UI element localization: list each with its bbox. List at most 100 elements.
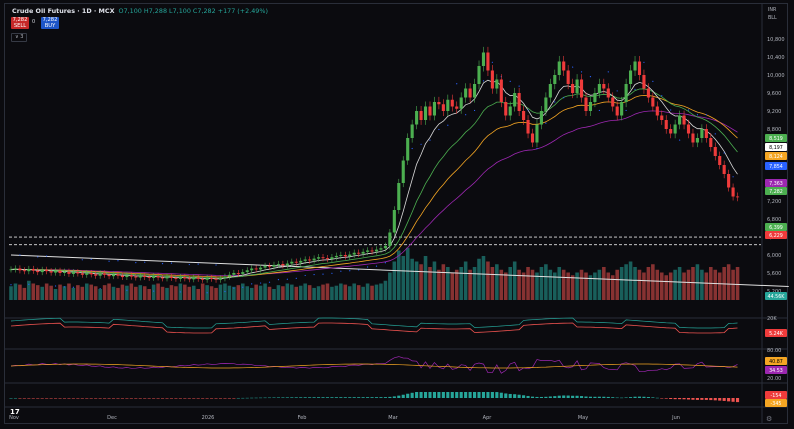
- candle-body: [334, 255, 338, 258]
- candle-body: [410, 124, 414, 138]
- psar-dot: [607, 71, 609, 73]
- candle-body: [357, 252, 361, 254]
- macd-histogram-bar: [22, 398, 26, 399]
- macd-histogram-bar: [58, 398, 62, 399]
- volume-bar: [347, 286, 352, 300]
- candle-body: [156, 276, 160, 278]
- macd-histogram-bar: [477, 392, 481, 398]
- macd-histogram-bar: [419, 392, 423, 398]
- ohlc-readout: O7,100 H7,288 L7,100 C7,282 +177 (+2.49%…: [118, 7, 268, 15]
- candle-body: [343, 255, 347, 257]
- unit-label[interactable]: BLL: [768, 16, 777, 21]
- psar-dot: [37, 256, 39, 258]
- x-tick-label: Mar: [388, 415, 398, 421]
- macd-histogram-bar: [227, 398, 231, 399]
- macd-histogram-bar: [281, 397, 285, 398]
- macd-histogram-bar: [259, 397, 263, 399]
- volume-bar: [272, 289, 276, 300]
- candle-body: [651, 97, 655, 107]
- volume-bar: [263, 283, 267, 300]
- psar-dot: [652, 80, 654, 82]
- volume-bar: [602, 267, 606, 300]
- sell-button[interactable]: 7,282 SELL: [11, 17, 29, 29]
- volume-bar: [392, 261, 397, 300]
- volume-bar: [664, 275, 669, 300]
- macd-histogram-bar: [450, 392, 454, 398]
- volume-bar: [290, 284, 294, 300]
- candle-body: [312, 258, 316, 261]
- currency-label[interactable]: INR: [768, 8, 777, 13]
- macd-histogram-bar: [147, 398, 151, 399]
- buy-button[interactable]: 7,282 BUY: [41, 17, 59, 29]
- candle-body: [254, 268, 258, 270]
- spread-value: 0: [32, 19, 36, 25]
- macd-histogram-bar: [223, 398, 227, 399]
- indicator3-badge: [765, 391, 787, 399]
- psar-dot: [420, 143, 422, 145]
- psar-dot: [518, 85, 520, 87]
- indicator2-signal-line: [10, 363, 738, 369]
- psar-dot: [144, 261, 146, 263]
- macd-histogram-bar: [495, 392, 499, 398]
- candle-body: [379, 248, 383, 250]
- psar-dot: [188, 263, 190, 266]
- macd-histogram-bar: [192, 398, 196, 399]
- macd-histogram-bar: [276, 397, 280, 398]
- x-tick-label: Feb: [298, 415, 307, 421]
- psar-dot: [696, 114, 699, 116]
- symbol-header[interactable]: Crude Oil Futures · 1D · MCX O7,100 H7,2…: [12, 7, 268, 15]
- gear-icon[interactable]: ⚙: [766, 415, 773, 423]
- sell-price: 7,282: [12, 17, 28, 23]
- volume-bar: [419, 264, 423, 300]
- volume-bar: [682, 272, 686, 300]
- x-tick-label: 2026: [202, 415, 215, 421]
- volume-bar: [147, 289, 151, 300]
- volume-bar: [361, 286, 365, 300]
- candle-body: [134, 276, 138, 278]
- volume-bar: [651, 264, 655, 300]
- candle-body: [374, 249, 379, 252]
- y-tick-label: 8,800: [767, 127, 781, 133]
- candle-body: [147, 277, 151, 278]
- volume-bar: [472, 267, 477, 300]
- candle-body: [36, 270, 40, 273]
- psar-dot: [723, 152, 725, 154]
- psar-dot: [170, 262, 173, 264]
- volume-bar: [588, 275, 593, 300]
- macd-histogram-bar: [218, 398, 223, 399]
- volume-bar: [267, 286, 272, 300]
- psar-dot: [340, 270, 342, 272]
- macd-histogram-bar: [45, 398, 49, 399]
- macd-histogram-bar: [111, 398, 116, 399]
- macd-histogram-bar: [205, 398, 209, 399]
- macd-histogram-bar: [713, 398, 717, 401]
- macd-histogram-bar: [437, 392, 441, 398]
- psar-dot: [563, 97, 565, 99]
- psar-dot: [589, 76, 592, 78]
- macd-histogram-bar: [673, 398, 677, 400]
- volume-bar: [13, 283, 18, 300]
- indicator-toggle-button[interactable]: ∨ 3: [11, 33, 28, 42]
- psar-dot: [625, 109, 627, 112]
- volume-bar: [557, 267, 562, 300]
- volume-bar: [227, 285, 232, 300]
- candle-body: [695, 138, 699, 143]
- candle-body: [691, 133, 695, 143]
- volume-bar: [35, 285, 40, 300]
- symbol-title[interactable]: Crude Oil Futures · 1D · MCX: [12, 7, 115, 15]
- candle-body: [624, 84, 628, 102]
- macd-histogram-bar: [357, 397, 361, 398]
- macd-histogram-bar: [374, 397, 379, 398]
- psar-dot: [616, 90, 618, 92]
- candle-body: [704, 129, 708, 138]
- volume-bar: [401, 256, 406, 300]
- candle-body: [566, 70, 570, 84]
- volume-bar: [495, 264, 499, 300]
- macd-histogram-bar: [459, 392, 463, 398]
- volume-bar: [142, 286, 147, 300]
- psar-dot: [358, 269, 360, 271]
- volume-bar: [423, 256, 428, 300]
- candle-body: [49, 271, 53, 273]
- x-tick-label: Jun: [671, 415, 680, 421]
